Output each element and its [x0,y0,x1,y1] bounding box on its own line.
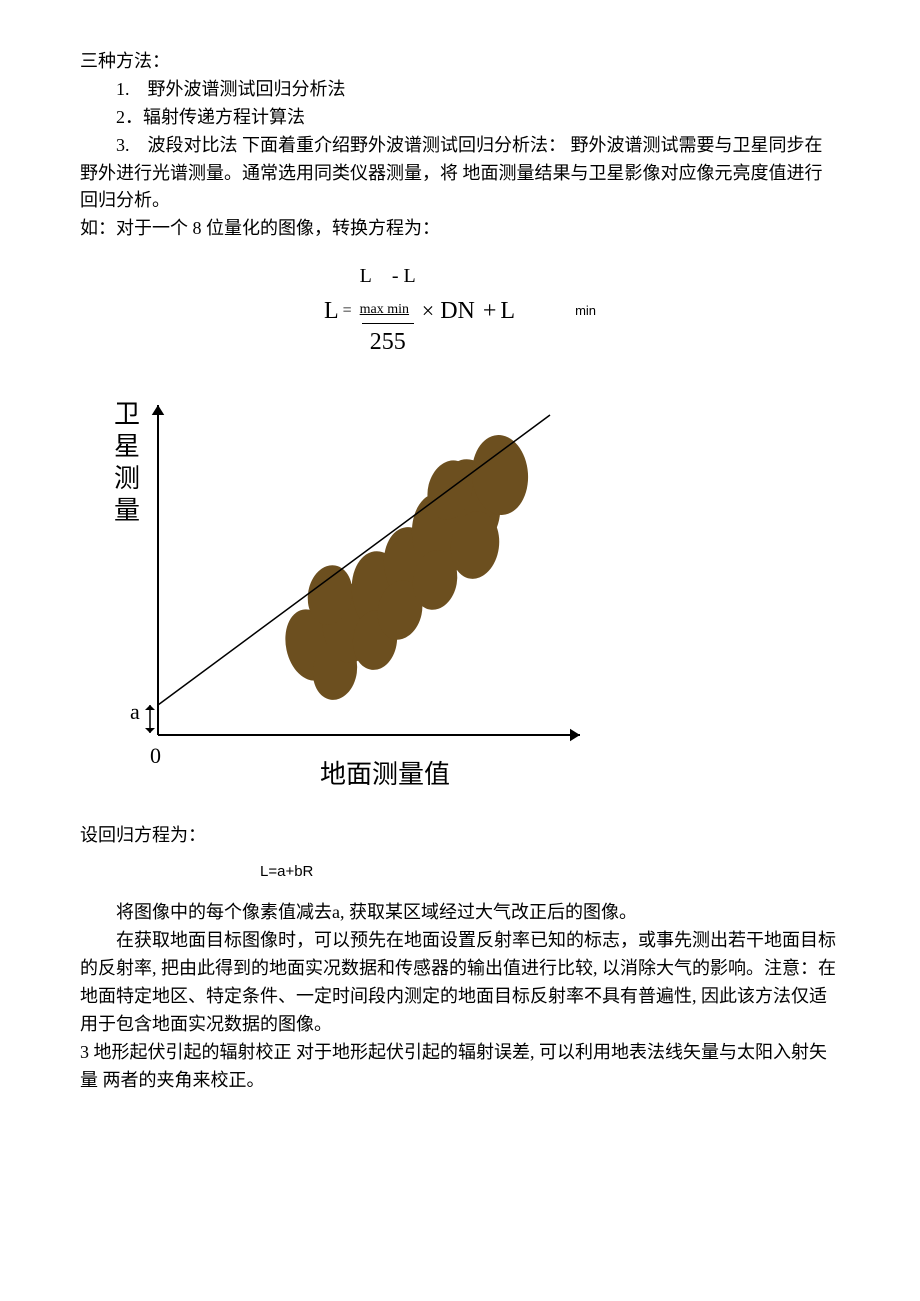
conversion-formula: L = L - L max min 255 × DN + L min [80,261,840,361]
formula-plus: + [483,293,497,330]
svg-text:0: 0 [150,743,161,768]
paragraph-3: 3 地形起伏引起的辐射校正 对于地形起伏引起的辐射误差, 可以利用地表法线矢量与… [80,1039,840,1095]
formula-num-sub: max min [360,302,409,317]
formula-dn: DN [440,293,475,330]
formula-num-L1: L [360,265,372,287]
method-item-2: 2．辐射传递方程计算法 [80,104,840,132]
formula-lhs: L [324,293,339,330]
formula-trail-min: min [575,301,596,321]
formula-times: × [422,294,434,328]
scatter-chart: 卫星测量地面测量值 0a [80,385,840,794]
svg-text:量: 量 [114,496,140,525]
scatter-chart-svg: 卫星测量地面测量值 0a [80,385,600,785]
method-item-3: 3. 波段对比法 下面着重介绍野外波谱测试回归分析法： 野外波谱测试需要与卫星同… [80,132,840,216]
paragraph-2: 在获取地面目标图像时，可以预先在地面设置反射率已知的标志，或事先测出若干地面目标… [80,927,840,1039]
formula-num-L2: - L [392,265,416,287]
svg-text:地面测量值: 地面测量值 [320,760,450,785]
paragraph-1: 将图像中的每个像素值减去a, 获取某区域经过大气改正后的图像。 [80,899,840,927]
formula-trail-L: L [500,293,515,330]
svg-text:星: 星 [114,432,140,461]
svg-text:a: a [130,699,140,724]
svg-text:测: 测 [114,464,140,493]
quantization-note: 如：对于一个 8 位量化的图像，转换方程为： [80,215,840,243]
method-item-1: 1. 野外波谱测试回归分析法 [80,76,840,104]
methods-heading: 三种方法： [80,48,840,76]
svg-text:卫: 卫 [114,400,140,429]
formula-fraction: L - L max min 255 [360,261,416,361]
regression-equation: L=a+bR [260,860,840,883]
regression-intro: 设回归方程为： [80,822,840,850]
formula-eq: = [343,299,352,324]
formula-den: 255 [362,323,414,361]
